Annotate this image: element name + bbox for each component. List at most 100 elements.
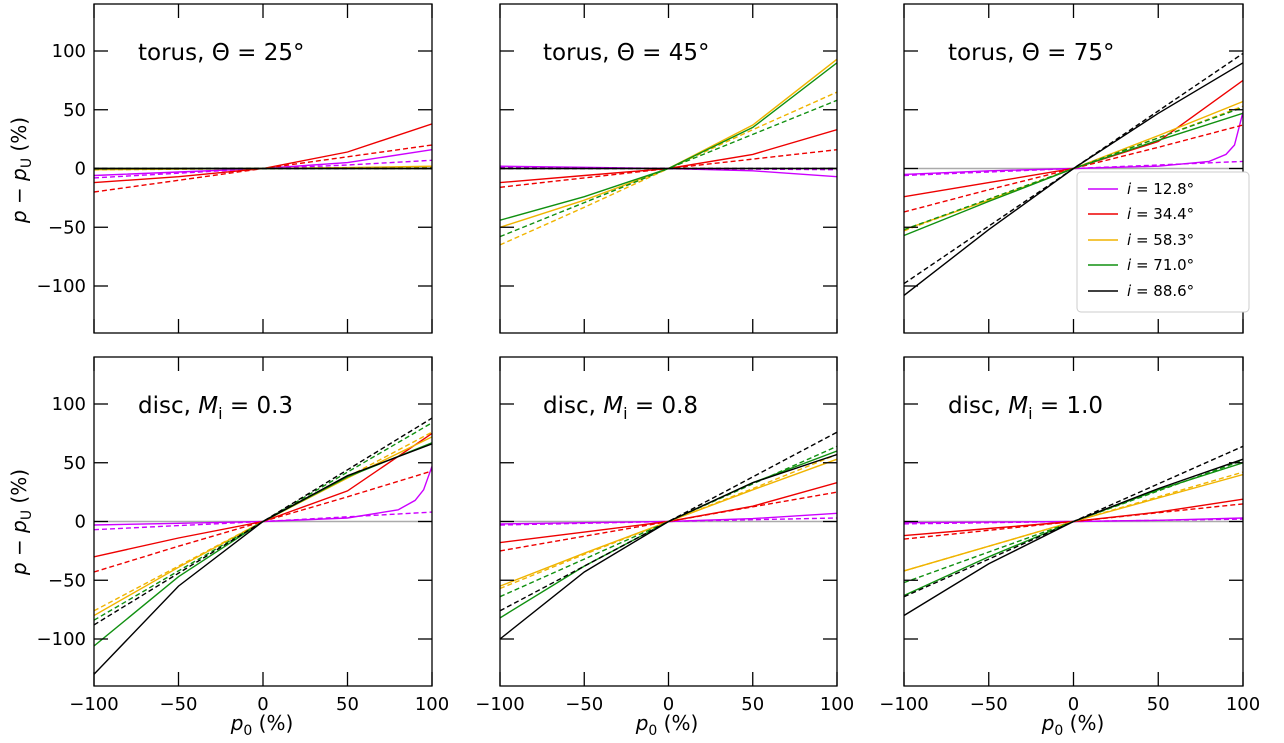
panel-title-value: = 0.3 — [223, 393, 293, 419]
y-tick-label: 0 — [75, 159, 86, 180]
ylabel-bottom: p − pU (%) — [7, 469, 35, 576]
panel-title: disc, Mi = 0.8 — [543, 393, 698, 423]
series-line-1 — [94, 149, 432, 177]
svg-text:i = 12.8°: i = 12.8° — [1127, 180, 1194, 198]
y-tick-label: 100 — [52, 41, 86, 62]
legend-label-4: = 71.0° — [1131, 256, 1194, 274]
panel-title: torus, Θ = 45° — [543, 40, 710, 66]
panel-5: −100 −50 0 50 100 disc, Mi = 0.8 — [475, 356, 854, 715]
series-line-4 — [904, 124, 1243, 213]
panel-title-subscript: i — [623, 404, 627, 423]
series-line-10 — [94, 417, 432, 626]
series-line-7 — [904, 462, 1243, 597]
y-tick-label: 100 — [52, 394, 86, 415]
panel-plot-area — [500, 58, 837, 246]
legend-label-2: = 34.4° — [1131, 205, 1194, 223]
ylabel-top: p − pU (%) — [7, 117, 35, 224]
legend-entry-3: i = 58.3° — [1088, 231, 1194, 249]
x-tick-label: 100 — [415, 694, 449, 715]
legend-symbol-5: i — [1127, 282, 1132, 300]
panel-2: torus, Θ = 45° — [499, 3, 838, 334]
panels-layer: −100 −50 0 50 100 torus, Θ = 25° torus, Θ = 45… — [37, 3, 1260, 715]
svg-text:i = 88.6°: i = 88.6° — [1127, 282, 1194, 300]
x-tick-label: 100 — [820, 694, 854, 715]
series-line-3 — [500, 129, 837, 184]
panel-1: −100 −50 0 50 100 torus, Θ = 25° — [37, 3, 433, 334]
panel-title-value: = 0.8 — [628, 393, 698, 419]
panel-title: torus, Θ = 25° — [138, 40, 305, 66]
y-tick-label: 0 — [75, 512, 86, 533]
series-line-3 — [500, 482, 837, 544]
svg-text:i = 58.3°: i = 58.3° — [1127, 231, 1194, 249]
y-tick-label: −50 — [48, 217, 86, 238]
series-line-9 — [500, 453, 837, 640]
legend-label-5: = 88.6° — [1131, 282, 1194, 300]
series-line-9 — [904, 458, 1243, 617]
series-line-5 — [500, 58, 837, 228]
panel-plot-area — [500, 431, 837, 640]
x-tick-label: 0 — [1068, 694, 1079, 715]
x-tick-label: −100 — [879, 694, 928, 715]
y-tick-label: −50 — [48, 570, 86, 591]
panel-title-symbol: M — [1008, 393, 1028, 419]
panel-plot-area — [94, 417, 432, 675]
x-tick-label: −50 — [565, 694, 603, 715]
x-tick-label: 0 — [257, 694, 268, 715]
x-tick-label: −50 — [160, 694, 198, 715]
panel-title-prefix: disc, — [138, 393, 198, 419]
legend-symbol-2: i — [1127, 205, 1132, 223]
xlabel-right: p0 (%) — [1041, 711, 1105, 739]
panel-6: −100 −50 0 50 100 disc, Mi = 1.0 — [879, 356, 1260, 715]
panel-title-symbol: M — [198, 393, 218, 419]
legend-entry-2: i = 34.4° — [1088, 205, 1194, 223]
panel-title: disc, Mi = 1.0 — [948, 393, 1103, 423]
series-line-3 — [904, 498, 1243, 537]
legend: i = 12.8° i = 34.4° i = 58.3° i = 71.0° … — [1076, 171, 1250, 313]
x-tick-label: −100 — [475, 694, 524, 715]
legend-symbol-1: i — [1127, 180, 1132, 198]
series-line-1 — [94, 466, 432, 526]
y-tick-label: −100 — [37, 276, 86, 297]
svg-text:i = 34.4°: i = 34.4° — [1127, 205, 1194, 223]
panel-title-prefix: disc, — [948, 393, 1008, 419]
series-line-6 — [500, 453, 837, 590]
y-tick-label: −100 — [37, 629, 86, 650]
panel-title-subscript: i — [218, 404, 222, 423]
panel-3: torus, Θ = 75° — [903, 3, 1244, 334]
legend-entry-5: i = 88.6° — [1088, 282, 1194, 300]
y-tick-label: 50 — [63, 453, 86, 474]
legend-frame — [1076, 171, 1250, 313]
panel-title-symbol: M — [603, 393, 623, 419]
legend-entry-4: i = 71.0° — [1088, 256, 1194, 274]
series-line-7 — [94, 442, 432, 647]
x-tick-label: 50 — [741, 694, 764, 715]
x-tick-label: −50 — [970, 694, 1008, 715]
series-line-8 — [500, 99, 837, 238]
panel-title-value: = 1.0 — [1033, 393, 1103, 419]
y-tick-label: 50 — [63, 100, 86, 121]
panel-title-prefix: disc, — [543, 393, 603, 419]
series-line-1 — [904, 111, 1243, 176]
svg-text:i = 71.0°: i = 71.0° — [1127, 256, 1194, 274]
legend-symbol-3: i — [1127, 231, 1132, 249]
legend-label-3: = 58.3° — [1131, 231, 1194, 249]
x-tick-label: −100 — [69, 694, 118, 715]
panel-plot-area — [904, 52, 1243, 296]
x-tick-label: 50 — [336, 694, 359, 715]
series-line-7 — [500, 62, 837, 221]
panel-4: −100 −50 0 50 100 −100 −50 0 50 100 disc, Mi = 0.3 — [37, 356, 449, 715]
panel-title: torus, Θ = 75° — [948, 40, 1115, 66]
x-tick-label: 100 — [1226, 694, 1260, 715]
legend-symbol-4: i — [1127, 256, 1132, 274]
series-line-10 — [904, 445, 1243, 598]
panel-plot-area — [94, 123, 432, 193]
x-tick-label: 0 — [663, 694, 674, 715]
xlabel-middle: p0 (%) — [635, 711, 699, 739]
panel-title-subscript: i — [1028, 404, 1032, 423]
panel-title: disc, Mi = 0.3 — [138, 393, 293, 423]
series-line-10 — [904, 52, 1243, 285]
legend-entry-1: i = 12.8° — [1088, 180, 1194, 198]
legend-label-1: = 12.8° — [1131, 180, 1194, 198]
series-line-7 — [500, 450, 837, 619]
